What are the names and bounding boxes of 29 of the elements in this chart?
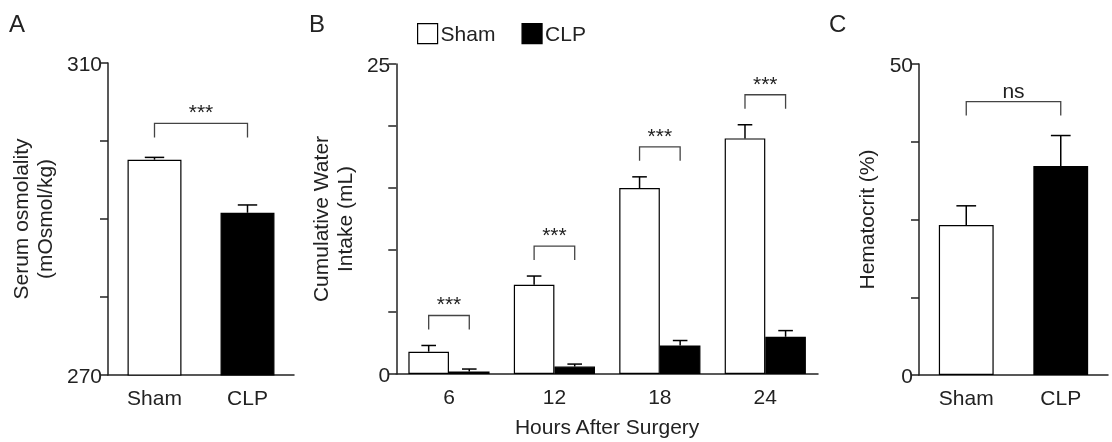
x-tick-label: Sham [127, 386, 182, 409]
legend-label: Sham [440, 22, 496, 46]
chart-title: B [309, 9, 326, 37]
chart-title: C [829, 9, 847, 37]
x-tick-label: CLP [227, 386, 268, 409]
annotation: *** [436, 292, 462, 316]
annotation: *** [647, 123, 673, 147]
y-axis-title: Cumulative Water Intake (mL) [308, 135, 356, 303]
y-axis-title: Serum osmolality (mOsmol/kg) [8, 137, 56, 300]
annotation: *** [542, 223, 567, 247]
x-tick-label: 12 [542, 385, 567, 408]
x-tick-label: CLP [1040, 386, 1082, 409]
x-tick-label: Sham [938, 386, 994, 409]
y-tick-label: 0 [378, 362, 391, 386]
y-tick-label: 310 [66, 51, 102, 75]
legend-label: CLP [545, 22, 586, 46]
annotation: *** [753, 71, 778, 95]
y-tick-label: 25 [366, 52, 391, 76]
x-tick-label: 6 [443, 385, 455, 408]
x-tick-label: 24 [753, 385, 778, 408]
y-tick-label: 0 [901, 363, 913, 387]
y-tick-label: 50 [889, 52, 913, 76]
x-tick-label: 18 [648, 385, 672, 408]
annotation: ns [1002, 78, 1025, 102]
y-axis-title: Hematocrit (%) [855, 149, 879, 290]
chart-title: A [9, 9, 26, 37]
annotation: *** [188, 100, 214, 124]
y-tick-label: 270 [66, 363, 102, 387]
x-axis-title: Hours After Surgery [514, 415, 700, 438]
